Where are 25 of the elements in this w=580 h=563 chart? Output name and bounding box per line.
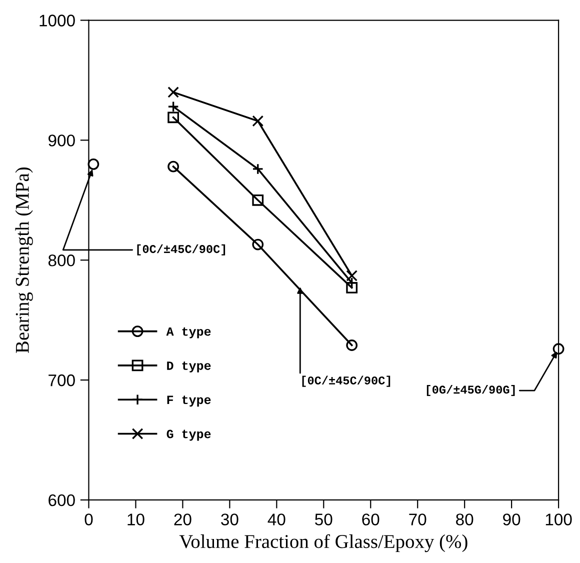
x-tick-label: 50 <box>315 514 332 526</box>
y-tick-label: 600 <box>48 494 75 506</box>
x-tick-label: 0 <box>84 514 93 526</box>
x-tick-label: 10 <box>128 514 144 526</box>
x-axis-title: Volume Fraction of Glass/Epoxy (%) <box>179 534 468 552</box>
y-tick-label: 900 <box>48 134 75 146</box>
x-tick-label: 80 <box>456 514 474 526</box>
x-tick-label: 20 <box>174 514 192 526</box>
y-axis-title: Bearing Strength (MPa) <box>15 168 33 353</box>
y-tick-label: 1000 <box>40 14 75 26</box>
x-tick-label: 30 <box>221 514 238 526</box>
annotation: [0G/±45G/90G] <box>426 385 515 396</box>
y-tick-label: 700 <box>48 374 75 386</box>
legend-label: F type <box>167 396 211 407</box>
x-tick-label: 100 <box>546 514 572 526</box>
annotation: [0C/±45C/90C] <box>302 376 390 387</box>
legend-label: A type <box>166 327 211 338</box>
legend-label: G type <box>166 430 211 441</box>
x-tick-label: 70 <box>409 514 426 526</box>
y-tick-label: 800 <box>48 254 75 266</box>
x-tick-label: 60 <box>362 514 380 526</box>
legend-label: D type <box>167 362 211 372</box>
annotation: [0C/±45C/90C] <box>137 244 226 256</box>
x-tick-label: 90 <box>503 514 520 526</box>
x-tick-label: 40 <box>268 514 286 526</box>
